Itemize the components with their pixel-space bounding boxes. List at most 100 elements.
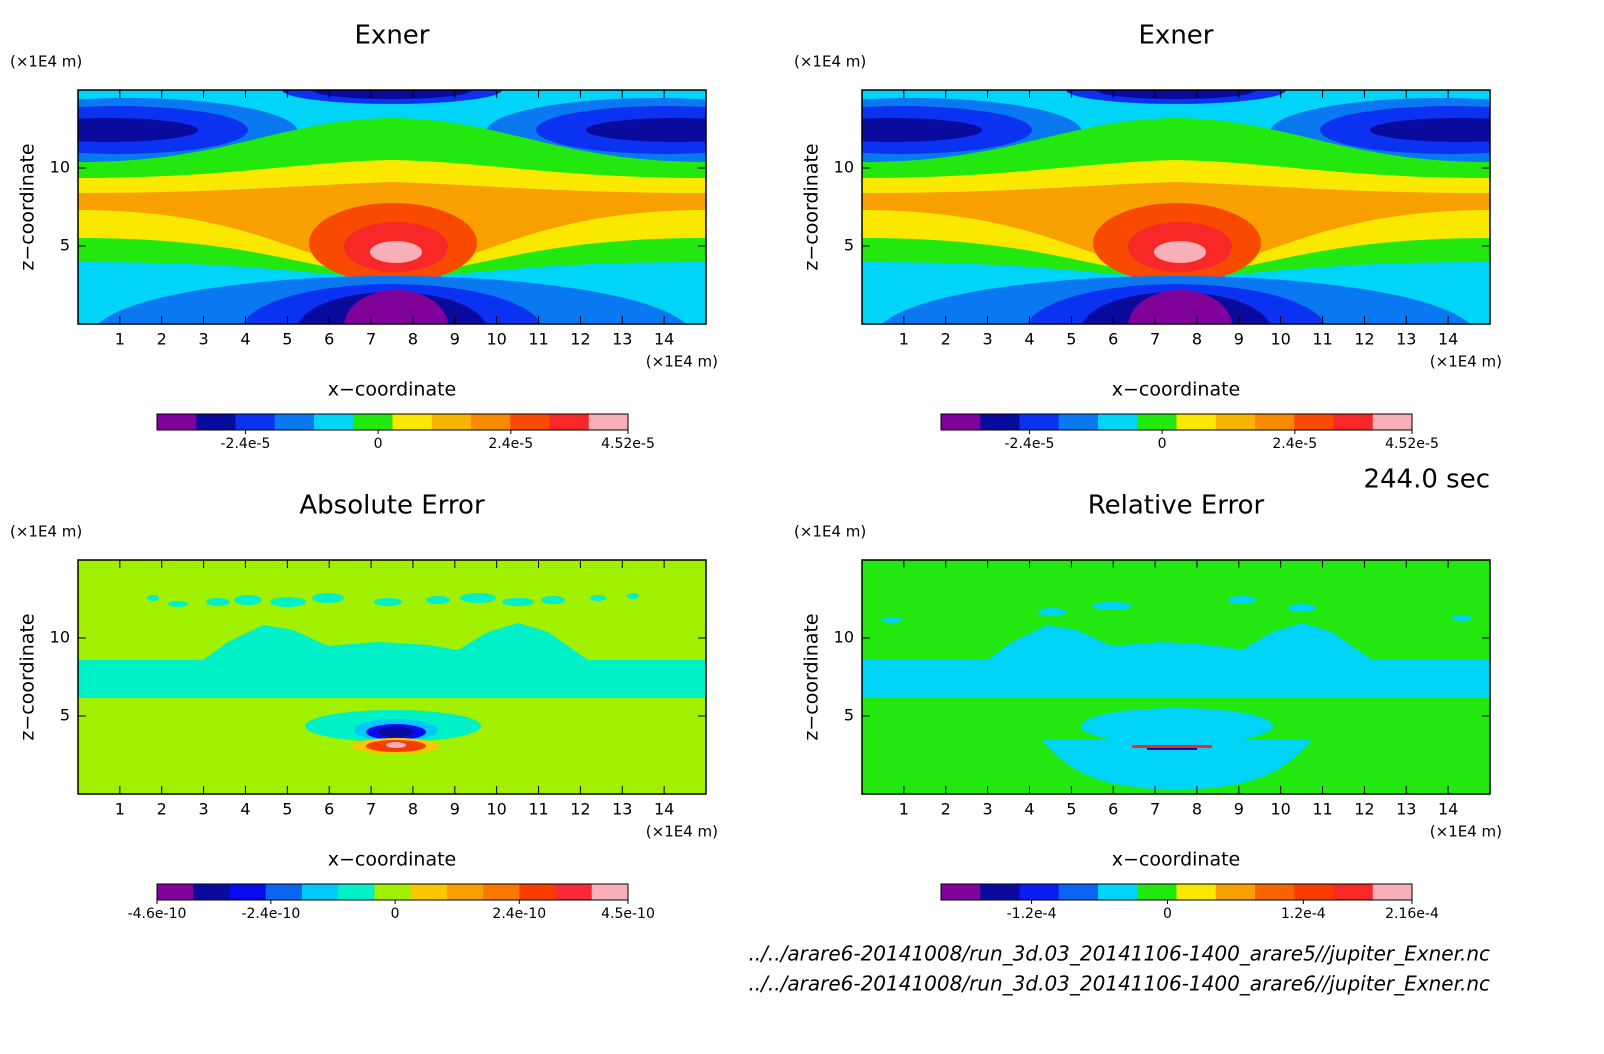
colorbar-tick-label: 2.4e-10 — [492, 906, 546, 922]
colorbar-segment — [301, 884, 339, 900]
colorbar-tick-label: 4.5e-10 — [601, 906, 655, 922]
y-tick-label: 5 — [844, 706, 854, 725]
x-tick-label: 5 — [1066, 330, 1076, 349]
x-tick-label: 7 — [1150, 330, 1160, 349]
x-tick-label: 2 — [941, 800, 951, 819]
x-tick-label: 10 — [1270, 330, 1290, 349]
plot-frame — [77, 559, 707, 795]
x-axis-label: x−coordinate — [1112, 379, 1241, 401]
colorbar-tick-label: 2.4e-5 — [1272, 436, 1317, 452]
colorbar-segment — [1137, 414, 1177, 430]
x-tick-label: 3 — [199, 330, 209, 349]
x-tick-label: 5 — [282, 800, 292, 819]
x-tick-label: 4 — [240, 330, 250, 349]
colorbar-segment — [555, 884, 593, 900]
chart-title: Absolute Error — [299, 491, 485, 521]
colorbar-segment — [338, 884, 375, 900]
colorbar-segment — [519, 884, 557, 900]
colorbar-tick-label: 2.16e-4 — [1385, 906, 1439, 922]
colorbar-segment — [1294, 414, 1334, 430]
x-tick-label: 7 — [366, 800, 376, 819]
x-tick-label: 13 — [1396, 800, 1416, 819]
x-unit: (×1E4 m) — [646, 823, 718, 841]
x-tick-label: 6 — [1108, 800, 1118, 819]
x-tick-label: 12 — [1354, 330, 1374, 349]
chart-title: Exner — [355, 21, 430, 51]
plot-frame — [861, 89, 1491, 325]
x-tick-label: 8 — [1192, 800, 1202, 819]
colorbar-segment — [157, 884, 194, 900]
y-axis-label: z−coordinate — [17, 143, 39, 270]
colorbar-tick-label: -4.6e-10 — [128, 906, 187, 922]
colorbar-segment — [1176, 884, 1217, 900]
colorbar-segment — [1098, 884, 1138, 900]
colorbar-segment — [588, 414, 629, 430]
colorbar-segment — [980, 414, 1020, 430]
x-unit: (×1E4 m) — [1430, 353, 1502, 371]
colorbar-segment — [1294, 884, 1334, 900]
x-tick-label: 7 — [1150, 800, 1160, 819]
x-tick-label: 14 — [654, 330, 674, 349]
x-tick-label: 13 — [1396, 330, 1416, 349]
colorbar-segment — [193, 884, 230, 900]
contour-field — [862, 90, 1490, 324]
colorbar-tick-label: -1.2e-4 — [1007, 906, 1057, 922]
y-unit: (×1E4 m) — [10, 523, 82, 541]
colorbar-tick-label: -2.4e-5 — [1005, 436, 1055, 452]
colorbar-segment — [1137, 884, 1177, 900]
x-tick-label: 2 — [157, 800, 167, 819]
colorbar-tick-label: 4.52e-5 — [601, 436, 655, 452]
x-tick-label: 4 — [1024, 330, 1034, 349]
y-tick-label: 5 — [844, 236, 854, 255]
x-tick-label: 12 — [1354, 800, 1374, 819]
y-axis-label: z−coordinate — [801, 143, 823, 270]
x-tick-label: 1 — [899, 800, 909, 819]
x-tick-label: 6 — [324, 800, 334, 819]
x-tick-label: 4 — [1024, 800, 1034, 819]
colorbar-segment — [392, 414, 433, 430]
x-tick-label: 7 — [366, 330, 376, 349]
x-tick-label: 10 — [486, 800, 506, 819]
x-unit: (×1E4 m) — [1430, 823, 1502, 841]
x-tick-label: 3 — [199, 800, 209, 819]
chart-title: Relative Error — [1088, 491, 1265, 521]
x-tick-label: 13 — [612, 330, 632, 349]
x-tick-label: 11 — [528, 800, 548, 819]
x-axis-label: x−coordinate — [1112, 849, 1241, 871]
x-tick-label: 2 — [157, 330, 167, 349]
colorbar-segment — [1333, 414, 1374, 430]
colorbar-segment — [196, 414, 236, 430]
colorbar-segment — [1215, 884, 1256, 900]
x-tick-label: 11 — [528, 330, 548, 349]
colorbar-segment — [353, 414, 393, 430]
y-unit: (×1E4 m) — [10, 53, 82, 71]
colorbar-segment — [1372, 414, 1413, 430]
colorbar-segment — [446, 884, 484, 900]
x-tick-label: 9 — [1234, 800, 1244, 819]
colorbar-tick-label: 0 — [374, 436, 383, 452]
y-tick-label: 5 — [60, 236, 70, 255]
colorbar-segment — [314, 414, 354, 430]
x-tick-label: 8 — [408, 800, 418, 819]
x-tick-label: 6 — [1108, 330, 1118, 349]
colorbar-segment — [1019, 414, 1060, 430]
colorbar-segment — [1176, 414, 1217, 430]
colorbar-tick-label: 0 — [1163, 906, 1172, 922]
file-label: ../../arare6-20141008/run_3d.03_20141106… — [748, 942, 1490, 966]
colorbar-segment — [1215, 414, 1256, 430]
x-tick-label: 3 — [983, 330, 993, 349]
x-tick-label: 1 — [115, 330, 125, 349]
chart-title: Exner — [1139, 21, 1214, 51]
colorbar-segment — [374, 884, 412, 900]
x-tick-label: 9 — [450, 800, 460, 819]
x-tick-label: 9 — [1234, 330, 1244, 349]
x-tick-label: 6 — [324, 330, 334, 349]
x-unit: (×1E4 m) — [646, 353, 718, 371]
y-tick-label: 5 — [60, 706, 70, 725]
y-tick-label: 10 — [50, 628, 70, 647]
x-tick-label: 11 — [1312, 800, 1332, 819]
x-tick-label: 12 — [570, 800, 590, 819]
x-tick-label: 1 — [899, 330, 909, 349]
colorbar-segment — [471, 414, 511, 430]
